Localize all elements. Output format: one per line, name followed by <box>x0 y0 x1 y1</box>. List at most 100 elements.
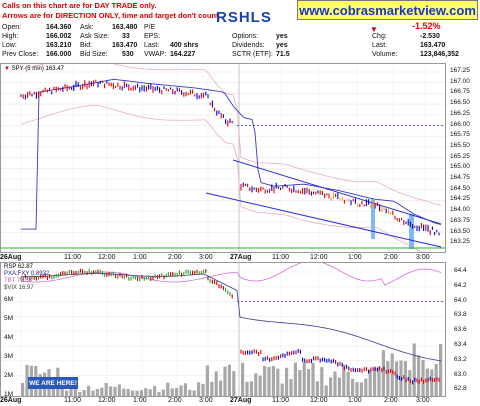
volume-bar <box>192 390 196 396</box>
time-tick-label: 2:00 <box>384 397 398 404</box>
moving-average-line <box>21 78 442 230</box>
dividends-label: Dividends: <box>232 42 265 49</box>
time-axis-lower: 26Aug 11:00 12:00 1:00 2:00 3:00 27Aug 11:00 12:… <box>0 397 446 406</box>
volume-bar <box>412 343 416 396</box>
prev-close-label: Prev Close: <box>2 51 39 58</box>
day-trade-notice: Calls on this chart are for DAY TRADE on… <box>0 0 226 22</box>
volume-bar <box>91 390 95 396</box>
volume-tick-label-left: 2M <box>4 372 14 379</box>
volume-bar <box>223 366 227 396</box>
volume-bar <box>311 362 315 396</box>
last-price-label: Last: <box>372 42 388 49</box>
time-tick-label: 12:00 <box>98 254 116 261</box>
volume-bar <box>201 383 205 396</box>
last-shares-value: 400 shrs <box>170 42 199 49</box>
volume-bar <box>161 389 165 396</box>
volume-bar <box>82 389 86 396</box>
time-tick-label: 3:00 <box>199 397 213 404</box>
indicator-chart-panel[interactable]: RSP 62.87 PXA:FXY 0.8932 TBT 76.63 $VIX … <box>0 260 446 397</box>
volume-bar <box>403 361 407 396</box>
price-tick-label: 167.00 <box>450 77 470 85</box>
volume-bar <box>87 385 91 396</box>
volume-bar <box>386 361 390 396</box>
volume-bar <box>439 344 443 396</box>
time-tick-label: 1:00 <box>133 397 147 404</box>
volume-bar <box>320 367 324 396</box>
volume-bar <box>205 365 209 396</box>
notice-line-2: Arrows are for DIRECTION ONLY, time and … <box>2 10 221 20</box>
price-tick-label: 164.50 <box>450 184 470 192</box>
time-tick-label: 12:00 <box>310 397 328 404</box>
notice-line-1: Calls on this chart are for DAY TRADE on… <box>2 1 157 10</box>
volume-bar <box>95 388 99 396</box>
low-value: 163.210 <box>46 42 72 49</box>
volume-tick-label-left: 6M <box>4 296 14 303</box>
site-url-banner[interactable]: www.cobrasmarketview.com <box>297 0 478 20</box>
price-tick-label: 164.25 <box>450 195 470 203</box>
volume-tick-label-left: 4M <box>4 334 14 341</box>
time-tick-label: 2:00 <box>168 397 182 404</box>
volume-value: 123,846,352 <box>420 51 459 58</box>
chart-symbol-title: RSHLS <box>216 9 272 26</box>
volume-bar <box>359 382 363 396</box>
volume-bar <box>179 385 183 396</box>
time-tick-label: 3:00 <box>416 254 430 261</box>
time-tick-label: 3:00 <box>416 397 430 404</box>
volume-bar <box>232 371 236 396</box>
volume-bar <box>65 390 69 396</box>
volume-bar <box>381 350 385 396</box>
volume-bar <box>157 391 161 396</box>
volume-bar <box>153 386 157 396</box>
volume-bar <box>289 379 293 396</box>
volume-bar <box>227 364 231 396</box>
ask-label: Ask: <box>80 24 94 31</box>
volume-bar <box>355 382 359 396</box>
indicator-tick-label-right: 63.8 <box>454 311 467 319</box>
signal-bar <box>371 199 375 239</box>
indicator-axis-left: 6M 5M 4M 3M 2M 1M <box>0 262 20 398</box>
options-label: Options: <box>232 33 259 40</box>
volume-bar <box>368 369 372 396</box>
volume-bar <box>109 386 113 396</box>
volume-bar <box>214 371 218 396</box>
price-tick-label: 166.25 <box>450 109 470 117</box>
volume-bar <box>144 388 148 396</box>
time-tick-label: 1:00 <box>348 254 362 261</box>
volume-bar <box>51 383 55 396</box>
price-tick-label: 165.75 <box>450 131 470 139</box>
bid-size-label: Bid Size: <box>80 51 108 58</box>
price-tick-label: 165.25 <box>450 152 470 160</box>
time-tick-label: 26Aug <box>0 397 22 404</box>
lower-envelope-line <box>20 104 442 260</box>
signal-bar <box>409 214 414 249</box>
high-value: 166.002 <box>46 33 72 40</box>
time-tick-label: 27Aug <box>230 254 252 261</box>
volume-bar <box>100 387 104 396</box>
volume-bar <box>219 380 223 396</box>
volume-tick-label-left: 3M <box>4 353 14 360</box>
price-tick-label: 166.00 <box>450 120 470 128</box>
price-chart-panel[interactable]: ▼ SPY (5 min) 163.47 <box>0 58 446 260</box>
volume-bar <box>139 390 143 396</box>
price-tick-label: 163.50 <box>450 227 470 235</box>
legend-vix: $VIX 16.97 <box>4 285 34 291</box>
volume-bar <box>329 377 333 396</box>
volume-bar <box>126 389 130 396</box>
indicator-tick-label-right: 64.4 <box>454 267 467 274</box>
volume-bar <box>245 381 249 396</box>
options-value: yes <box>276 33 288 40</box>
volume-bar <box>280 383 284 396</box>
time-tick-label: 11:00 <box>64 397 81 404</box>
time-tick-label: 11:00 <box>272 254 289 261</box>
price-tick-label: 166.50 <box>450 99 470 107</box>
volume-bar <box>263 365 267 396</box>
volume-bar <box>421 359 425 396</box>
volume-bar <box>78 391 82 396</box>
channel-top-line <box>232 159 442 225</box>
last-price-value: 163.470 <box>420 42 446 49</box>
volume-bar <box>298 370 302 396</box>
time-tick-label: 2:00 <box>384 254 398 261</box>
time-tick-label: 1:00 <box>348 397 362 404</box>
volume-bar <box>408 370 412 396</box>
channel-bottom-line <box>205 192 442 248</box>
